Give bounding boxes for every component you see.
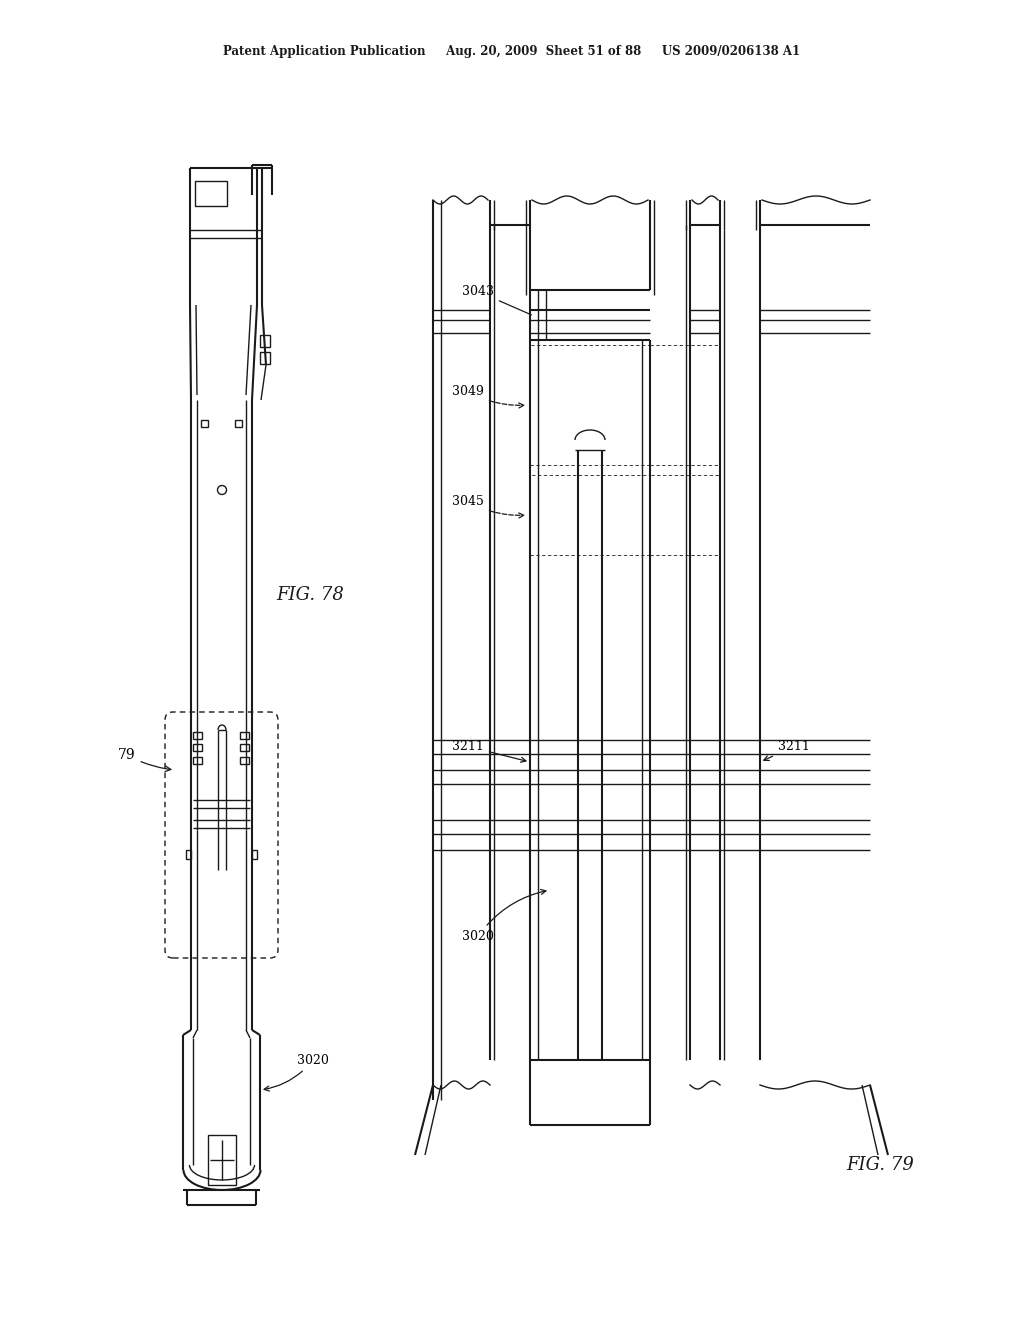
Bar [260, 352, 270, 364]
Text: 3211: 3211 [764, 741, 810, 760]
Text: 3211: 3211 [452, 741, 526, 762]
Text: FIG. 79: FIG. 79 [846, 1156, 914, 1173]
Bar [530, 475, 650, 554]
Bar [240, 733, 249, 739]
Text: 3043: 3043 [462, 285, 531, 315]
Text: 3049: 3049 [452, 385, 524, 408]
Bar [201, 420, 208, 426]
Bar [195, 181, 227, 206]
Bar [240, 744, 249, 751]
Bar [193, 756, 202, 764]
Text: Patent Application Publication     Aug. 20, 2009  Sheet 51 of 88     US 2009/020: Patent Application Publication Aug. 20, … [223, 45, 801, 58]
Text: FIG. 78: FIG. 78 [276, 586, 344, 605]
Bar [193, 733, 202, 739]
Bar [240, 756, 249, 764]
Bar [650, 475, 720, 554]
Bar [193, 744, 202, 751]
Text: 3045: 3045 [452, 495, 524, 517]
Bar [208, 1135, 236, 1185]
Bar [530, 345, 650, 465]
Text: 79: 79 [118, 748, 171, 772]
Bar [650, 345, 720, 465]
Bar [260, 335, 270, 347]
Bar [186, 850, 191, 859]
Bar [252, 850, 257, 859]
Text: 3020: 3020 [462, 890, 546, 942]
Bar [234, 420, 242, 426]
Text: 3020: 3020 [264, 1053, 329, 1092]
